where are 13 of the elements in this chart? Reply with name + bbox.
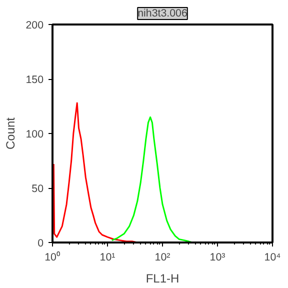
y-axis-title: Count xyxy=(4,116,18,150)
chart-title: nih3t3.006 xyxy=(138,8,188,20)
x-tick-label: 10³ xyxy=(210,252,226,264)
x-tick-label: 10² xyxy=(154,252,171,264)
x-tick-label: 10⁴ xyxy=(264,252,282,264)
x-axis-title: FL1-H xyxy=(146,272,180,286)
x-tick-label: 10¹ xyxy=(100,252,116,264)
y-tick-label: 50 xyxy=(32,183,44,195)
y-tick-label: 200 xyxy=(26,20,44,32)
x-tick-label: 10⁰ xyxy=(44,250,60,264)
y-tick-label: 150 xyxy=(26,74,44,86)
y-tick-label: 100 xyxy=(26,128,44,140)
y-tick-label: 0 xyxy=(38,238,44,250)
